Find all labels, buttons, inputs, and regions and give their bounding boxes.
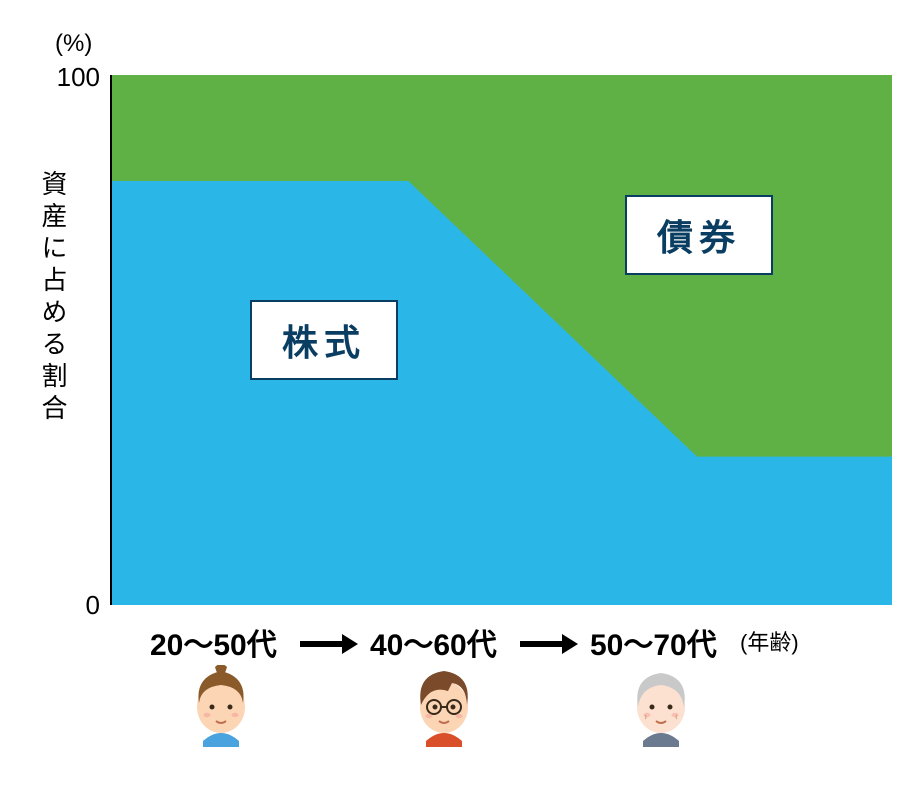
- y-unit-label: (%): [55, 30, 92, 58]
- face-middle: [408, 665, 480, 752]
- x-group-1: 40～60代: [370, 620, 497, 664]
- x-arrow-0: [300, 634, 358, 654]
- face-elder: [625, 665, 697, 752]
- x-unit-label: (年齢): [740, 625, 799, 657]
- area-chart-svg: [112, 75, 892, 605]
- chart-plot: [110, 75, 890, 605]
- y-tick-100: 100: [52, 62, 100, 93]
- y-tick-0: 0: [52, 590, 100, 621]
- x-group-0: 20～50代: [150, 620, 277, 664]
- stocks-label: 株式: [250, 300, 398, 380]
- face-young: [185, 665, 257, 752]
- bonds-label: 債券: [625, 195, 773, 275]
- x-arrow-1: [520, 634, 578, 654]
- x-group-2: 50～70代: [590, 620, 717, 664]
- y-axis-label: 資産に占める割合: [35, 170, 72, 426]
